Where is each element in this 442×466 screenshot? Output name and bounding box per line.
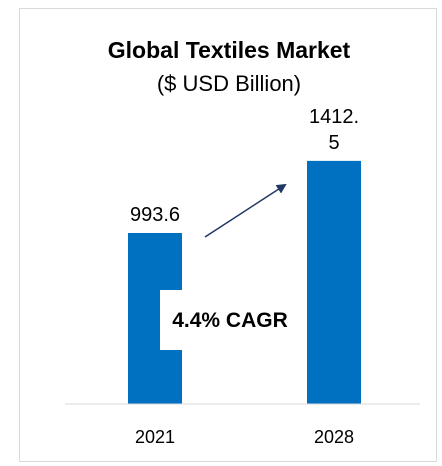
x-tick-2021: 2021 [135, 427, 175, 447]
data-label-2028: 1412. 5 [309, 106, 359, 154]
data-label-2021: 993.6 [130, 204, 180, 226]
x-tick-2028: 2028 [314, 427, 354, 447]
chart-title: Global Textiles Market [108, 37, 351, 63]
growth-arrow [204, 183, 287, 238]
cagr-annotation-box [160, 290, 300, 350]
cagr-annotation: 4.4% CAGR [172, 309, 288, 332]
chart-subtitle: ($ USD Billion) [157, 71, 301, 96]
chart-frame [19, 8, 437, 462]
bar-2028 [307, 160, 361, 404]
